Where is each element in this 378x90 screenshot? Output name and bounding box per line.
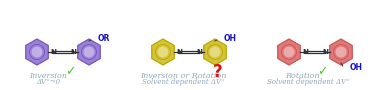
Circle shape: [158, 47, 169, 57]
Text: N: N: [176, 49, 182, 55]
Text: ?: ?: [213, 63, 223, 81]
Text: N: N: [322, 49, 328, 55]
Text: OH: OH: [224, 33, 237, 42]
Text: N: N: [302, 49, 308, 55]
Text: ✓: ✓: [65, 66, 75, 78]
Text: N: N: [70, 49, 76, 55]
Circle shape: [336, 47, 347, 57]
Text: OR: OR: [98, 33, 110, 42]
Circle shape: [31, 47, 42, 57]
Circle shape: [84, 47, 94, 57]
Text: OH: OH: [350, 64, 363, 73]
Text: Solvent dependent ΔV⁼: Solvent dependent ΔV⁼: [142, 78, 225, 86]
Polygon shape: [152, 39, 174, 65]
Text: Rotation: Rotation: [285, 72, 319, 80]
Circle shape: [209, 47, 220, 57]
Text: Solvent dependent ΔV⁼: Solvent dependent ΔV⁼: [266, 78, 349, 86]
Polygon shape: [204, 39, 226, 65]
Circle shape: [284, 47, 294, 57]
Polygon shape: [330, 39, 352, 65]
Text: Inversion: Inversion: [29, 72, 67, 80]
Text: N: N: [196, 49, 202, 55]
Text: ✓: ✓: [317, 66, 327, 78]
Text: ΔV⁼~0: ΔV⁼~0: [36, 78, 60, 86]
Text: N: N: [50, 49, 56, 55]
Polygon shape: [78, 39, 100, 65]
Text: Inversion or Rotation: Inversion or Rotation: [140, 72, 226, 80]
Polygon shape: [278, 39, 300, 65]
Polygon shape: [26, 39, 48, 65]
